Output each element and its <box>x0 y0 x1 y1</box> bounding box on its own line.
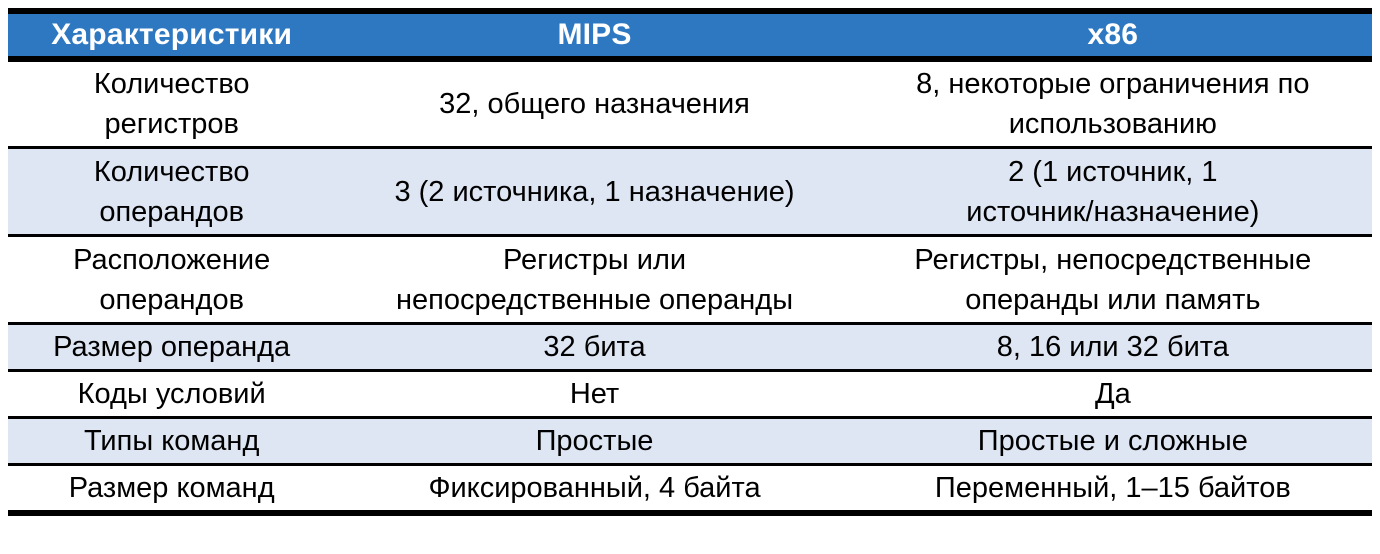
table-row-operand-size: Размер операнда 32 бита 8, 16 или 32 бит… <box>8 323 1372 371</box>
table-row-condition-codes: Коды условий Нет Да <box>8 370 1372 418</box>
table-row-operand-count: Количество операндов 3 (2 источника, 1 н… <box>8 147 1372 236</box>
mips-value: 32, общего назначения <box>439 88 750 120</box>
mips-value: Нет <box>569 378 620 411</box>
row-label: Коды условий <box>77 378 266 411</box>
mips-value: Регистры или непосредственные операнды <box>395 243 794 316</box>
mips-value: Простые <box>535 425 654 458</box>
header-cell-characteristics: Характеристики <box>51 18 293 51</box>
row-label: Размер операнда <box>53 331 291 364</box>
table-header: Характеристики MIPS x86 <box>8 11 1372 59</box>
table-row-instruction-size: Размер команд Фиксированный, 4 байта Пер… <box>8 464 1372 514</box>
table-row-operand-location: Расположение операндов Регистры или непо… <box>8 235 1372 324</box>
x86-value: Переменный, 1–15 байтов <box>934 472 1291 505</box>
x86-value: Простые и сложные <box>977 425 1248 458</box>
row-label: Типы команд <box>83 425 260 458</box>
x86-value: Да <box>1094 378 1131 411</box>
row-label: Размер команд <box>68 472 275 505</box>
mips-value: 32 бита <box>543 331 646 364</box>
header-row: Характеристики MIPS x86 <box>8 11 1372 59</box>
table-row-register-count: Количество регистров 32, общего назначен… <box>8 59 1372 148</box>
mips-value: Фиксированный, 4 байта <box>428 472 761 505</box>
x86-value: Регистры, непосредственные операнды или … <box>914 243 1312 316</box>
mips-x86-comparison-table: Характеристики MIPS x86 Количество регис… <box>8 8 1372 517</box>
header-cell-x86: x86 <box>1087 18 1139 51</box>
table-row-instruction-types: Типы команд Простые Простые и сложные <box>8 417 1372 465</box>
header-cell-mips: MIPS <box>557 18 632 51</box>
x86-value: 8, 16 или 32 бита <box>996 331 1229 364</box>
x86-value: 8, некоторые ограничения по использовани… <box>916 68 1310 141</box>
comparison-table-container: Характеристики MIPS x86 Количество регис… <box>8 8 1372 517</box>
row-label: Расположение операндов <box>73 243 271 316</box>
row-label: Количество регистров <box>93 68 250 141</box>
x86-value: 2 (1 источник, 1 источник/назначение) <box>966 155 1260 228</box>
row-label: Количество операндов <box>93 155 250 228</box>
mips-value: 3 (2 источника, 1 назначение) <box>394 175 795 208</box>
table-body: Количество регистров 32, общего назначен… <box>8 59 1372 514</box>
